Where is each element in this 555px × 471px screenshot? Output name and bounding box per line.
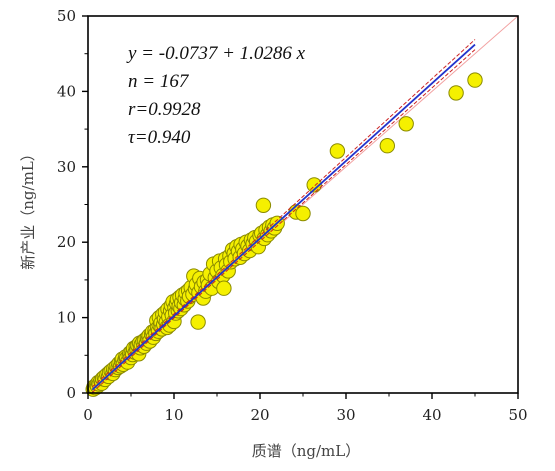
y-axis-title: 新产业（ng/mL） xyxy=(19,146,37,270)
data-point xyxy=(255,197,272,214)
x-tick-label: 20 xyxy=(250,406,269,424)
data-point xyxy=(467,72,483,88)
y-tick-label: 40 xyxy=(57,82,76,100)
y-tick-label: 0 xyxy=(66,384,76,402)
regression-equation: y = -0.0737 + 1.0286 x xyxy=(126,43,306,64)
y-tick-label: 30 xyxy=(57,158,76,176)
x-tick-label: 10 xyxy=(164,406,183,424)
x-axis-title: 质谱（ng/mL） xyxy=(252,442,361,460)
data-point xyxy=(398,116,414,132)
x-tick-label: 50 xyxy=(508,406,527,424)
data-point xyxy=(216,280,232,296)
axis-ticks-layer: 0 10 20 30 40 50 0 10 20 30 40 50 xyxy=(57,7,528,424)
y-tick-label: 20 xyxy=(57,233,76,251)
y-tick-label: 10 xyxy=(57,309,76,327)
data-point xyxy=(448,85,464,101)
data-point xyxy=(306,177,322,193)
fit-lines-layer xyxy=(91,39,476,393)
correlation-r: r=0.9928 xyxy=(128,99,201,120)
x-tick-label: 0 xyxy=(83,406,93,424)
stats-annotation: y = -0.0737 + 1.0286 x n = 167 r=0.9928 … xyxy=(126,43,306,148)
sample-count: n = 167 xyxy=(128,71,190,92)
x-tick-label: 30 xyxy=(336,406,355,424)
regression-line xyxy=(91,43,476,391)
lower-confidence-line xyxy=(91,49,476,393)
x-tick-label: 40 xyxy=(422,406,441,424)
kendall-tau: τ=0.940 xyxy=(128,127,191,148)
upper-confidence-line xyxy=(91,39,476,388)
data-point xyxy=(190,314,206,330)
data-point xyxy=(329,143,346,159)
data-point xyxy=(379,138,395,154)
data-point xyxy=(295,205,311,222)
y-tick-label: 50 xyxy=(57,7,76,25)
